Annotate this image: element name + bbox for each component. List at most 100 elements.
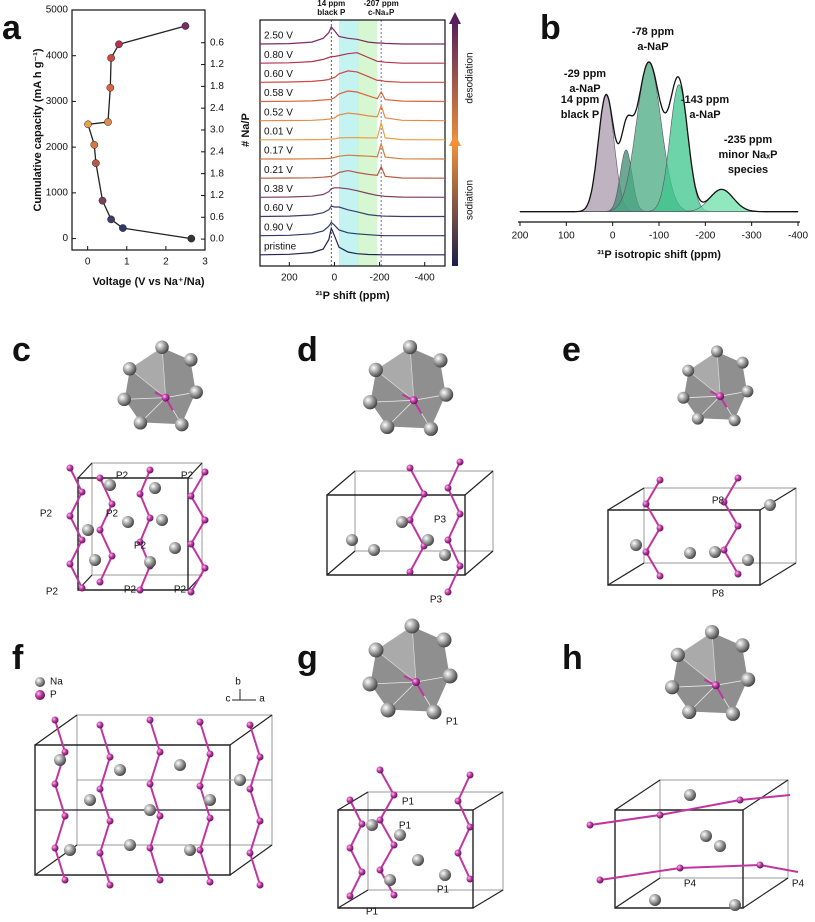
fit-envelope bbox=[520, 61, 798, 213]
p-atom bbox=[187, 588, 195, 596]
x-tick-label: 0 bbox=[332, 273, 338, 284]
p-atom bbox=[187, 540, 195, 548]
p-atom bbox=[156, 748, 164, 756]
p-p-bond bbox=[248, 724, 262, 886]
p-atom bbox=[406, 464, 414, 472]
p-atom bbox=[108, 500, 116, 508]
na-atom bbox=[764, 499, 776, 511]
peak-annotation: 14 ppm bbox=[561, 94, 600, 106]
p-atom bbox=[146, 716, 154, 724]
p-atom bbox=[466, 875, 474, 883]
na-atom bbox=[735, 638, 750, 653]
na-atom bbox=[169, 542, 181, 554]
series-label: 0.80 V bbox=[264, 50, 293, 61]
na-atom bbox=[380, 702, 396, 718]
p-atom bbox=[420, 490, 428, 498]
na-atom bbox=[368, 544, 380, 556]
spectrum bbox=[260, 141, 446, 160]
p-atom bbox=[96, 474, 104, 482]
unit-cell bbox=[742, 877, 789, 909]
na-atom bbox=[144, 556, 156, 568]
polyhedron-edge bbox=[672, 684, 716, 688]
na-atom bbox=[82, 524, 94, 536]
p-atom bbox=[390, 791, 398, 799]
na-atom bbox=[684, 789, 696, 801]
peak-annotation: -143 ppm bbox=[681, 94, 730, 106]
polyhedron-edge bbox=[370, 399, 414, 403]
unit-cell bbox=[472, 791, 504, 811]
p-atom bbox=[642, 500, 650, 508]
polyhedron-edge bbox=[683, 395, 721, 399]
na-atom bbox=[366, 819, 378, 831]
polyhedron-face bbox=[129, 347, 166, 398]
x-axis-label: ³¹P isotropic shift (ppm) bbox=[597, 249, 721, 261]
p-atom bbox=[256, 753, 264, 761]
na-atom bbox=[124, 839, 136, 851]
y-tick-label: 5000 bbox=[46, 5, 69, 16]
data-point bbox=[107, 54, 115, 62]
na-atom bbox=[35, 677, 45, 687]
na-atom bbox=[89, 554, 101, 566]
na-atom bbox=[184, 844, 196, 856]
p-atom bbox=[66, 464, 74, 472]
x-tick-label: -400 bbox=[415, 273, 435, 284]
na-atom bbox=[691, 412, 704, 425]
na-atom bbox=[649, 894, 661, 906]
atom-label: P3 bbox=[434, 515, 447, 526]
na-atom bbox=[394, 829, 406, 841]
y-tick-label: 4000 bbox=[46, 50, 69, 61]
p-atom bbox=[596, 876, 604, 884]
unit-cell bbox=[337, 889, 369, 909]
unit-cell bbox=[229, 844, 273, 876]
p-atom bbox=[246, 785, 254, 793]
y2-tick-label: 0.0 bbox=[210, 234, 224, 245]
unit-cell bbox=[742, 779, 789, 811]
legend-label: P bbox=[50, 690, 57, 701]
p-atom bbox=[656, 476, 664, 484]
na-atom bbox=[439, 869, 451, 881]
p-atom bbox=[196, 782, 204, 790]
panel-label: d bbox=[297, 331, 318, 369]
x-tick-label: -100 bbox=[649, 231, 669, 242]
series-label: 0.90 V bbox=[264, 222, 293, 233]
peak-annotation: species bbox=[728, 164, 768, 176]
atom-label: P1 bbox=[446, 717, 459, 728]
p-atom bbox=[656, 524, 664, 532]
na-atom bbox=[412, 854, 424, 866]
series-label: 0.60 V bbox=[264, 203, 293, 214]
x-tick-label: 2 bbox=[163, 257, 169, 268]
peak-annotation: 14 ppm bbox=[317, 0, 345, 8]
na-atom bbox=[122, 516, 134, 528]
p-atom bbox=[246, 721, 254, 729]
plot-frame bbox=[71, 9, 206, 251]
p-atom bbox=[78, 584, 86, 592]
unit-cell bbox=[659, 779, 789, 879]
p-atom bbox=[146, 780, 154, 788]
p-atom bbox=[376, 816, 384, 824]
data-point bbox=[119, 224, 127, 232]
na-atom bbox=[742, 554, 754, 566]
na-atom bbox=[433, 353, 448, 368]
p-atom bbox=[716, 392, 725, 401]
p-atom bbox=[412, 678, 420, 686]
polyhedron-edge bbox=[124, 397, 166, 400]
plot-frame bbox=[259, 19, 446, 267]
spectrum bbox=[259, 90, 446, 103]
p-atom bbox=[206, 750, 214, 758]
spectrum bbox=[259, 205, 445, 218]
p-atom bbox=[96, 578, 104, 586]
data-point bbox=[187, 234, 196, 243]
data-point bbox=[90, 141, 99, 149]
series-label: 2.50 V bbox=[264, 31, 293, 42]
peak-annotation: c-Na₃P bbox=[368, 8, 395, 17]
p-atom bbox=[51, 844, 59, 852]
polyhedron-face bbox=[376, 626, 416, 682]
atom-label: P2 bbox=[46, 587, 59, 598]
p-atom bbox=[720, 498, 728, 506]
atom-label: P1 bbox=[437, 885, 450, 896]
na-atom bbox=[133, 416, 148, 430]
spectrum bbox=[259, 221, 445, 237]
peak-annotation: a-NaP bbox=[689, 109, 720, 121]
x-tick-label: -300 bbox=[742, 231, 762, 242]
p-atom bbox=[736, 796, 744, 804]
